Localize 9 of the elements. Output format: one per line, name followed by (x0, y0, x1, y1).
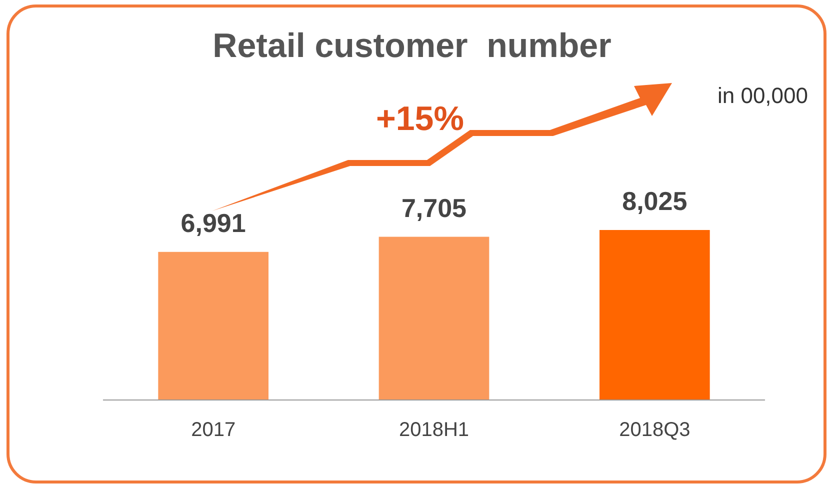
data-label: 8,025 (622, 186, 688, 216)
x-tick-label: 2018H1 (398, 419, 470, 442)
data-label: 6,991 (180, 208, 246, 238)
text: +15% (376, 100, 464, 138)
text: in 00,000 (717, 83, 808, 108)
x-tick-label: 2018Q3 (619, 419, 690, 442)
chart-title: Retail customer number (212, 27, 612, 65)
x-tick-label: 2017 (191, 419, 236, 442)
data-label: 7,705 (401, 192, 467, 223)
